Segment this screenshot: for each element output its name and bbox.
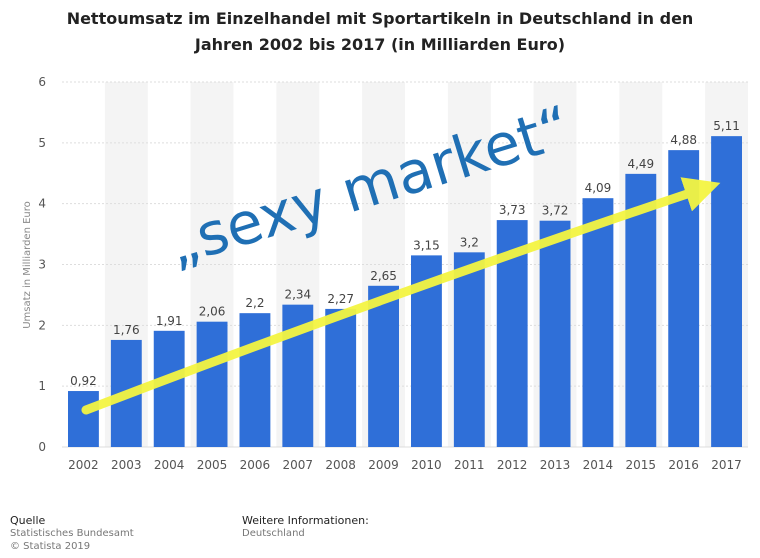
y-tick-label: 6	[38, 75, 46, 89]
value-label-2007: 2,34	[284, 288, 311, 302]
trend-arrow	[81, 177, 721, 415]
value-label-2009: 2,65	[370, 269, 397, 283]
bar-chart: 0,92 1,76 1,91 2,06 2,2 2,34 2,27 2,65 3,15 3,2 3,…	[22, 75, 748, 472]
value-label-2006: 2,2	[245, 296, 264, 310]
y-tick-label: 5	[38, 136, 46, 150]
x-tick-label: 2002	[68, 458, 99, 472]
y-tick-label: 4	[38, 197, 46, 211]
x-tick-label: 2014	[583, 458, 614, 472]
value-label-2004: 1,91	[156, 314, 183, 328]
value-label-2017: 5,11	[713, 119, 740, 133]
value-label-2010: 3,15	[413, 238, 440, 252]
value-label-2003: 1,76	[113, 323, 140, 337]
bar-2017	[711, 136, 742, 447]
source-line-2: © Statista 2019	[10, 541, 91, 552]
y-tick-label: 0	[38, 440, 46, 454]
x-tick-label: 2017	[711, 458, 742, 472]
value-labels: 0,92 1,76 1,91 2,06 2,2 2,34 2,27 2,65 3,15 3,2 3,…	[70, 119, 740, 388]
bars	[68, 136, 742, 447]
x-tick-label: 2010	[411, 458, 442, 472]
y-tick-label: 2	[38, 318, 46, 332]
value-label-2016: 4,88	[670, 133, 697, 147]
info-line-1: Deutschland	[242, 528, 305, 539]
chart-title: Nettoumsatz im Einzelhandel mit Sportart…	[0, 6, 760, 58]
value-label-2014: 4,09	[585, 181, 612, 195]
bar-2008	[325, 308, 357, 447]
value-label-2008: 2,27	[327, 292, 354, 306]
footer-info: Weitere Informationen: Deutschland	[242, 514, 369, 540]
bar-2002	[68, 391, 99, 447]
bar-2004	[153, 330, 185, 447]
value-label-2011: 3,2	[460, 235, 479, 249]
x-tick-labels: 2002 2003 2004 2005 2006 2007 2008 2009 2010 2011…	[68, 458, 742, 472]
x-tick-label: 2007	[283, 458, 314, 472]
y-tick-label: 1	[38, 379, 46, 393]
chart-title-line-2: Jahren 2002 bis 2017 (in Milliarden Euro…	[194, 35, 566, 54]
value-label-2012: 3,73	[499, 203, 526, 217]
value-label-2005: 2,06	[199, 305, 226, 319]
x-tick-label: 2012	[497, 458, 528, 472]
x-tick-label: 2005	[197, 458, 228, 472]
value-label-2013: 3,72	[542, 204, 569, 218]
bar-2015	[625, 173, 657, 447]
x-tick-label: 2008	[325, 458, 356, 472]
source-line-1: Statistisches Bundesamt	[10, 528, 134, 539]
x-tick-label: 2011	[454, 458, 485, 472]
y-tick-label: 3	[38, 258, 46, 272]
bar-2006	[239, 313, 271, 447]
x-tick-label: 2004	[154, 458, 185, 472]
x-tick-label: 2003	[111, 458, 142, 472]
value-label-2015: 4,49	[627, 157, 654, 171]
source-heading: Quelle	[10, 514, 46, 527]
x-tick-label: 2016	[668, 458, 699, 472]
x-tick-label: 2013	[540, 458, 571, 472]
y-axis-label: Umsatz in Milliarden Euro	[22, 201, 33, 329]
bar-2013	[539, 220, 571, 447]
info-heading: Weitere Informationen:	[242, 514, 369, 527]
bar-2005	[196, 321, 228, 447]
bar-2011	[453, 252, 485, 447]
x-tick-label: 2009	[368, 458, 399, 472]
x-tick-label: 2006	[240, 458, 271, 472]
x-tick-label: 2015	[626, 458, 657, 472]
chart-title-line-1: Nettoumsatz im Einzelhandel mit Sportart…	[66, 9, 694, 28]
footer-source: Quelle Statistisches Bundesamt © Statist…	[10, 514, 134, 553]
y-tick-labels: 0 1 2 3 4 5 6	[38, 75, 46, 454]
value-label-2002: 0,92	[70, 374, 97, 388]
bar-2009	[368, 285, 399, 447]
bar-2014	[582, 198, 614, 447]
